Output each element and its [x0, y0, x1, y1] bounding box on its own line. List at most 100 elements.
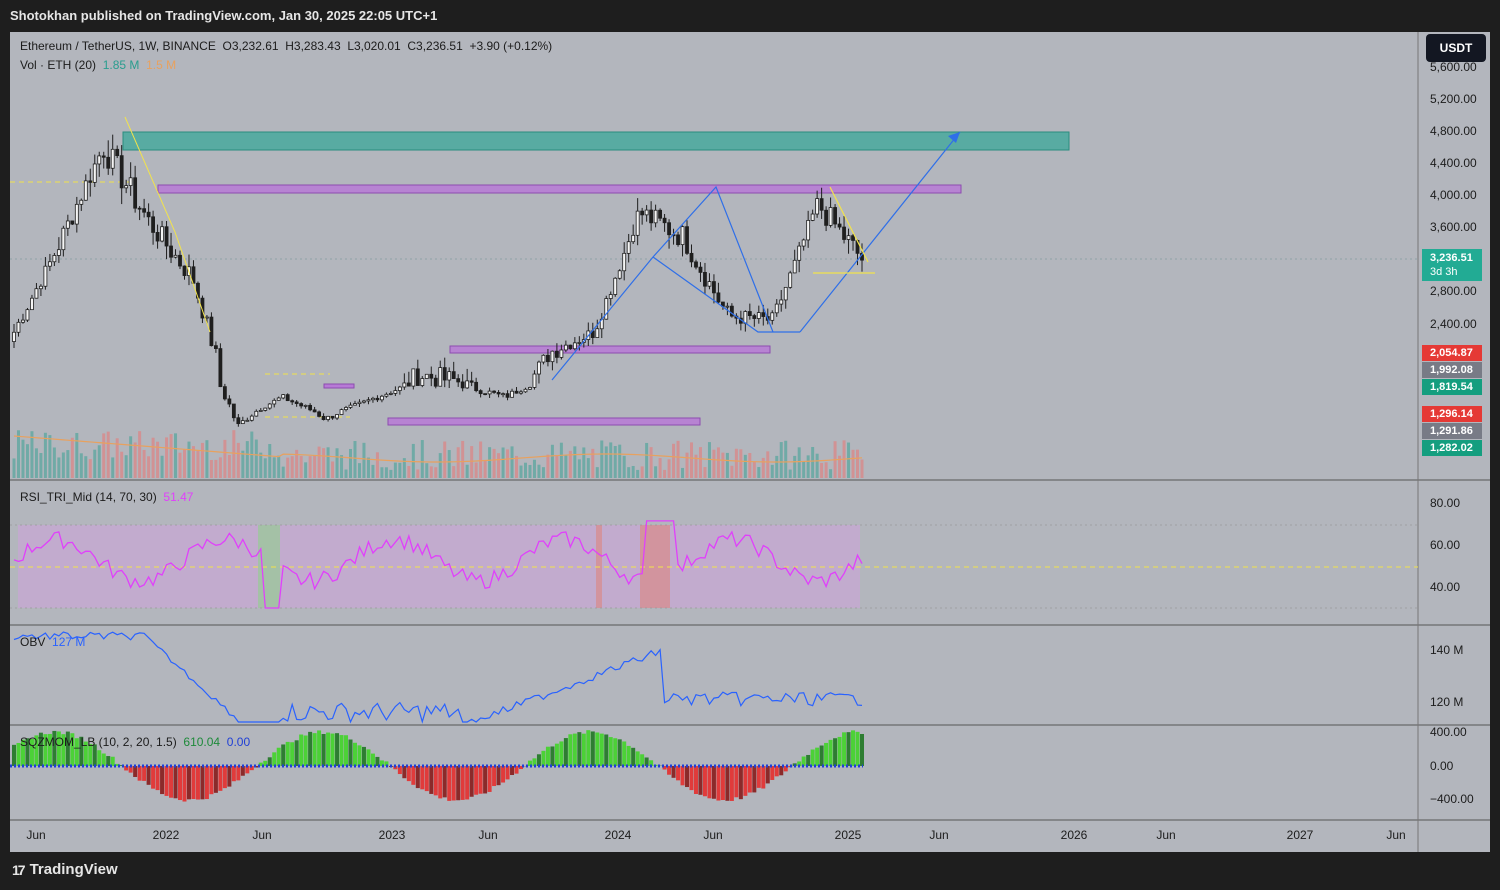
momentum-bar [186, 766, 191, 800]
volume-bar [591, 448, 595, 478]
momentum-bar [779, 766, 784, 776]
candle-body [505, 393, 510, 398]
tradingview-brand[interactable]: 17 TradingView [12, 861, 118, 878]
symbol-label[interactable]: Ethereum / TetherUS, 1W, BINANCE [20, 39, 216, 53]
volume-bar [766, 451, 770, 478]
volume-label[interactable]: Vol · ETH (20) [20, 58, 97, 72]
momentum-bar [357, 745, 362, 766]
obv-label[interactable]: OBV [20, 635, 46, 649]
volume-bar [402, 458, 406, 478]
momentum-bar [415, 766, 420, 789]
volume-bar [209, 459, 213, 478]
momentum-bar [743, 766, 748, 796]
momentum-bar [527, 760, 532, 766]
time-axis-label: Jun [1386, 828, 1405, 842]
chart-area[interactable]: 5,600.00 5,200.00 4,800.00 4,400.00 4,000.00… [10, 32, 1490, 852]
momentum-bar [492, 766, 497, 787]
momentum-bar [182, 766, 187, 802]
candle-body [79, 199, 84, 205]
momentum-bar [729, 766, 734, 801]
ohlc-low: L3,020.01 [347, 39, 401, 53]
momentum-bar [169, 766, 174, 798]
volume-bar [93, 449, 97, 478]
candle-body [362, 400, 366, 403]
squeeze-momentum-bars [12, 730, 864, 802]
candle-body [631, 234, 636, 243]
candle-body [510, 390, 514, 398]
volume-bar [425, 463, 429, 478]
momentum-bar [581, 733, 586, 766]
volume-bar [492, 448, 496, 478]
volume-bar [84, 456, 88, 478]
candle-body [478, 390, 483, 395]
candle-body [267, 403, 272, 409]
momentum-bar [550, 746, 555, 766]
candle-body [846, 235, 851, 240]
volume-bar [658, 458, 662, 478]
volume-bar [411, 443, 415, 478]
momentum-bar [236, 766, 241, 781]
candle-body [70, 220, 75, 225]
volume-bar [165, 437, 169, 478]
momentum-bar [496, 766, 501, 786]
momentum-bar [384, 761, 389, 766]
candle-body [83, 180, 88, 201]
sqz-value1: 610.04 [183, 735, 221, 749]
volume-bar [380, 467, 384, 478]
momentum-bar [335, 733, 340, 766]
momentum-bar [442, 766, 447, 798]
volume-bar [236, 442, 240, 478]
volume-bar [160, 455, 164, 478]
candle-body [456, 378, 461, 383]
volume-bar [649, 447, 653, 478]
momentum-bar [429, 766, 434, 794]
volume-bar [138, 431, 142, 478]
momentum-bar [227, 766, 232, 787]
momentum-bar [819, 745, 824, 766]
candle-body [281, 394, 286, 399]
candle-body [783, 286, 788, 301]
volume-bar [277, 455, 281, 478]
momentum-bar [379, 760, 384, 766]
currency-button[interactable]: USDT [1426, 34, 1486, 62]
momentum-bar [173, 766, 178, 799]
volume-bar [205, 440, 209, 478]
volume-bar [313, 455, 317, 478]
current-price-tag: 3,236.51 3d 3h [1422, 249, 1482, 281]
volume-bar [627, 467, 631, 478]
volume-bar [416, 469, 420, 478]
volume-bar [366, 457, 370, 478]
candle-body [317, 411, 322, 417]
candle-body [424, 373, 429, 379]
candle-body [312, 409, 317, 413]
volume-bar [707, 442, 711, 478]
rsi-label[interactable]: RSI_TRI_Mid (14, 70, 30) [20, 490, 157, 504]
momentum-bar [456, 766, 461, 801]
candle-body [698, 266, 703, 273]
sqz-label[interactable]: SQZMOM_LB (10, 2, 20, 1.5) [20, 735, 177, 749]
volume-bar [16, 430, 20, 478]
momentum-bar [604, 734, 609, 766]
momentum-bar [738, 766, 743, 800]
price-axis-label: 2,400.00 [1430, 317, 1477, 331]
volume-bar [362, 442, 366, 478]
candle-body [330, 415, 335, 419]
volume-bar [299, 456, 303, 478]
momentum-bar [110, 756, 115, 766]
projection-arrowhead [948, 132, 960, 143]
candle-body [667, 222, 671, 236]
volume-bar [474, 462, 478, 478]
momentum-bar [155, 766, 160, 791]
price-axis-label: 4,400.00 [1430, 156, 1477, 170]
momentum-bar [245, 766, 250, 774]
candle-body [483, 393, 488, 396]
momentum-bar [447, 766, 452, 801]
volume-bar [48, 435, 52, 478]
momentum-bar [119, 765, 124, 766]
candle-body [65, 220, 70, 229]
rsi-oversold-highlight [258, 525, 280, 608]
momentum-bar [806, 754, 811, 766]
momentum-bar [765, 766, 770, 784]
candle-body [644, 209, 649, 216]
volume-bar [721, 452, 725, 478]
